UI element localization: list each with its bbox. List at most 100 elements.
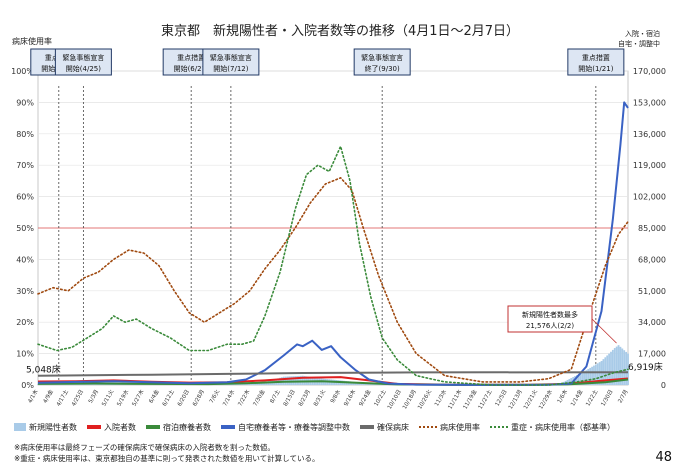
bar-282 (570, 378, 573, 385)
x-tick: 6/28月 (191, 389, 206, 408)
x-tick: 5/11火 (101, 389, 115, 408)
x-tick: 4/9金 (41, 388, 55, 405)
y-left-tick: 40% (16, 255, 34, 264)
legend-swatch (419, 426, 437, 428)
event-label: 緊急事態宣言 (361, 53, 403, 62)
legend-label: 新規陽性者数 (29, 422, 77, 432)
bar-311 (625, 351, 628, 385)
x-tick: 1/14金 (568, 388, 584, 408)
callout-label: 新規陽性者数最多 (522, 310, 578, 319)
event-label: 開始(6/21) (174, 64, 209, 73)
x-tick: 9/8水 (328, 388, 342, 405)
x-tick: 10/26火 (417, 389, 433, 411)
legend-label: 重症・病床使用率（都基準） (511, 422, 615, 432)
series-line (37, 371, 629, 377)
legend-swatch (146, 425, 160, 429)
y-right-tick: 0 (661, 381, 666, 390)
callout-label: 21,576人(2/2) (526, 322, 574, 330)
event-box (353, 48, 411, 76)
bar-137 (296, 376, 298, 385)
y-left-tick: 90% (16, 98, 34, 107)
legend-label: 確保病床 (377, 422, 409, 432)
bar-178 (373, 384, 376, 385)
bar-300 (604, 357, 607, 385)
bar-138 (298, 375, 300, 385)
legend-swatch (14, 423, 26, 431)
right-axis-label: 自宅・調整中 (618, 39, 660, 48)
x-tick: 12/21火 (523, 389, 539, 411)
x-tick: 9/24金 (357, 388, 373, 408)
y-left-tick: 50% (16, 224, 34, 233)
footnote-1: ※病床使用率は最終フェーズの確保病床で確保病床の入院者数を割った数値。 (14, 443, 275, 452)
x-tick: 7/30金 (251, 388, 267, 408)
series-line (37, 101, 629, 386)
bar-291 (587, 369, 590, 385)
x-tick: 5/19水 (115, 388, 131, 408)
x-tick: 4/1木 (26, 388, 40, 405)
y-left-tick: 100% (11, 67, 34, 76)
bar-136 (294, 376, 297, 385)
x-tick: 8/23月 (297, 389, 312, 408)
event-label: 緊急事態宣言 (210, 53, 252, 62)
x-tick: 4/17土 (54, 388, 70, 408)
bar-304 (611, 349, 614, 385)
footnote-2: ※重症・病床使用率は、東京都独自の基準に則って発表された数値を用いて計算している… (14, 454, 320, 463)
x-tick: 11/11木 (446, 388, 464, 411)
bar-294 (593, 365, 595, 385)
x-tick: 10/18月 (401, 389, 418, 411)
x-tick: 6/12土 (160, 388, 176, 408)
bar-296 (596, 363, 599, 385)
y-right-tick: 51,000 (638, 287, 666, 296)
legend-swatch (87, 425, 101, 429)
left-axis-label: 病床使用率 (12, 36, 52, 46)
legend-item: 新規陽性者数 (14, 422, 77, 433)
x-tick: 8/31火 (313, 389, 327, 408)
bar-302 (608, 353, 610, 385)
bar-181 (379, 384, 382, 385)
x-tick: 10/2土 (372, 388, 388, 408)
bar-306 (615, 346, 618, 385)
bar-285 (576, 375, 578, 385)
bar-310 (623, 350, 626, 385)
bar-140 (301, 375, 304, 385)
x-tick: 1/30日 (600, 389, 615, 408)
bar-139 (299, 375, 302, 385)
bar-287 (579, 373, 582, 385)
bar-175 (368, 383, 370, 385)
legend-label: 入院者数 (104, 422, 136, 432)
bar-293 (591, 366, 593, 385)
bar-303 (610, 351, 612, 385)
y-right-tick: 136,000 (633, 130, 666, 139)
event-box (567, 48, 625, 76)
x-tick: 7/6火 (209, 389, 222, 405)
y-right-tick: 153,000 (633, 98, 666, 107)
y-left-tick: 60% (16, 193, 34, 202)
event-label: 開始(1/21) (578, 64, 613, 73)
beds-left-label: 5,048床 (26, 364, 61, 376)
legend-swatch (490, 426, 508, 428)
x-tick: 7/14水 (221, 388, 237, 408)
x-tick: 12/5日 (494, 389, 509, 408)
legend-item: 宿泊療養者数 (146, 422, 211, 433)
x-tick: 11/19金 (461, 388, 479, 411)
x-tick: 9/16木 (342, 388, 358, 408)
chart-title: 東京都 新規陽性者・入院者数等の推移（4月1日～2月7日） (160, 24, 520, 39)
event-label: 重点措置 (177, 53, 205, 62)
x-tick: 8/15日 (282, 389, 297, 408)
legend-item: 確保病床 (360, 422, 409, 433)
y-left-tick: 20% (16, 318, 34, 327)
legend-swatch (221, 425, 235, 429)
y-right-tick: 170,000 (633, 67, 666, 76)
bar-286 (577, 374, 580, 385)
event-label: 緊急事態宣言 (62, 53, 104, 62)
x-tick: 5/27木 (130, 388, 146, 408)
bar-119 (262, 382, 264, 385)
event-label: 開始(7/12) (213, 64, 248, 73)
legend-item: 重症・病床使用率（都基準） (490, 422, 615, 433)
event-label: 終了(9/30) (365, 64, 400, 73)
legend-item: 病床使用率 (419, 422, 480, 433)
series-line (37, 177, 629, 383)
x-tick: 7/22木 (236, 388, 252, 408)
bar-290 (585, 370, 588, 385)
bar-288 (581, 372, 584, 385)
